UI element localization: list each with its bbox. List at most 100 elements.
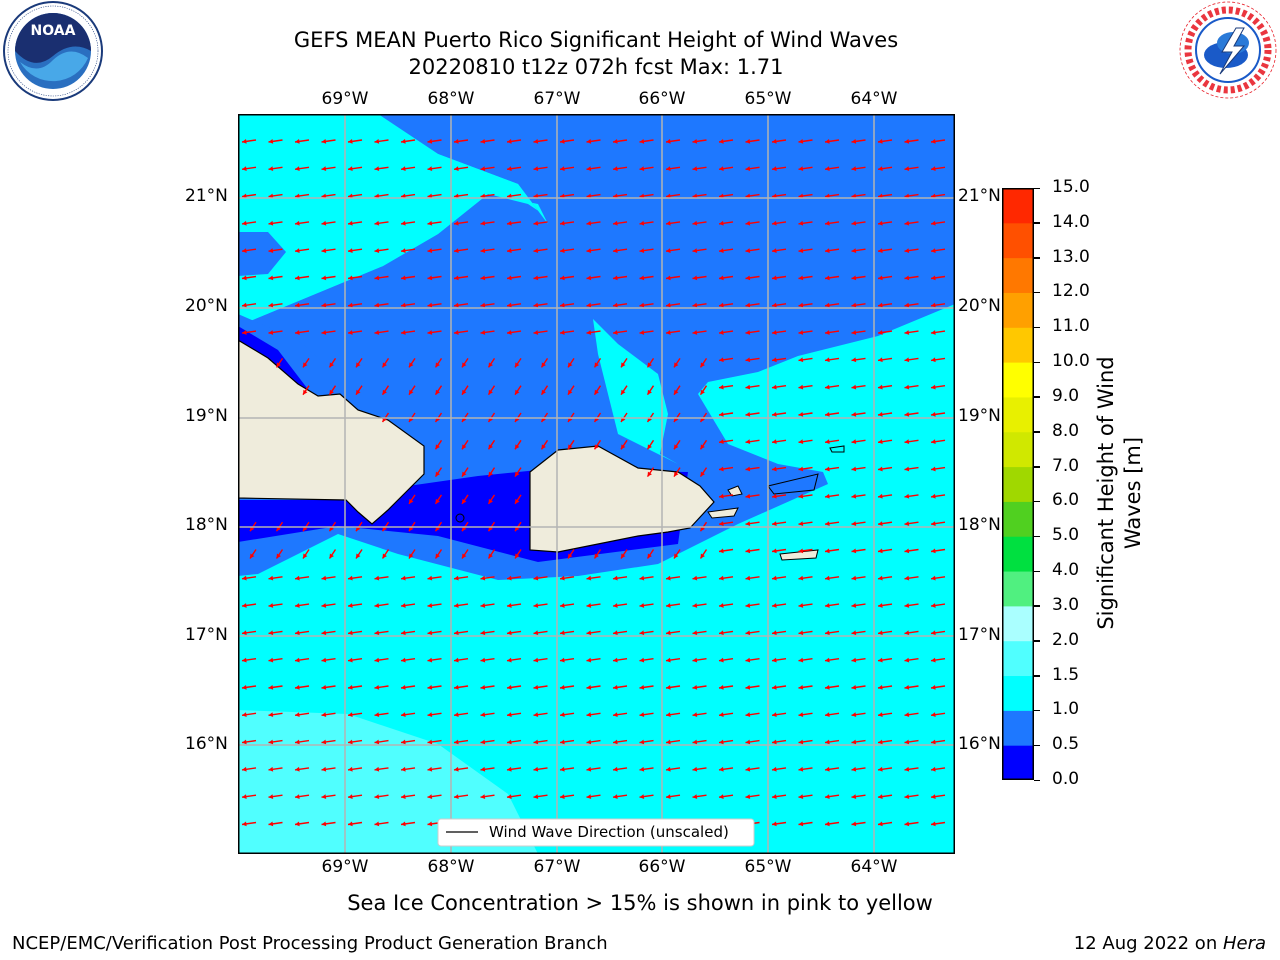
wind-wave-arrowhead xyxy=(745,739,751,745)
wind-wave-arrowhead xyxy=(348,220,353,226)
puerto-rico-land xyxy=(529,445,715,553)
wind-wave-arrowhead xyxy=(931,193,936,199)
wind-wave-arrowhead xyxy=(242,657,247,663)
lat-lon-grid xyxy=(238,114,955,854)
wind-wave-arrowhead xyxy=(692,248,698,253)
wind-wave-arrowhead xyxy=(348,657,353,663)
noaa-logo-text: NOAA xyxy=(31,23,76,39)
wind-wave-arrowhead xyxy=(931,548,936,554)
wind-wave-arrowhead xyxy=(242,275,247,281)
colorbar-tick xyxy=(1034,326,1040,329)
wind-wave-arrowhead xyxy=(568,389,573,395)
wind-wave-arrowhead xyxy=(541,389,546,395)
wind-wave-arrowhead xyxy=(268,685,274,690)
wind-wave-arrowhead xyxy=(533,657,539,663)
wind-wave-arrowhead xyxy=(700,553,705,559)
wind-wave-arrowhead xyxy=(719,630,724,636)
wind-wave-arrowhead xyxy=(435,498,440,504)
vieques-island xyxy=(707,507,739,519)
wind-wave-arrowhead xyxy=(329,553,334,559)
wind-wave-arrowhead xyxy=(276,553,281,559)
wind-wave-arrowhead xyxy=(904,357,910,363)
wind-wave-arrowhead xyxy=(692,794,698,799)
wind-wave-arrowhead xyxy=(507,766,512,772)
wind-wave-arrowhead xyxy=(798,275,804,281)
wind-wave-arrowhead xyxy=(825,466,830,472)
wind-wave-arrowhead xyxy=(798,439,804,445)
wind-wave-arrowhead xyxy=(533,193,539,199)
wind-wave-arrowhead xyxy=(878,657,883,663)
wind-wave-arrowhead xyxy=(745,493,751,499)
wind-wave-arrowhead xyxy=(904,603,910,608)
wind-wave-arrowhead xyxy=(825,794,830,799)
wind-wave-arrowhead xyxy=(666,712,671,718)
wind-wave-arrowhead xyxy=(772,439,777,445)
wind-wave-arrowhead xyxy=(480,139,486,144)
wind-wave-arrowhead xyxy=(533,739,539,745)
wind-wave-arrowhead xyxy=(825,330,830,335)
wind-wave-arrowhead xyxy=(639,575,645,581)
wind-wave-arrowhead xyxy=(242,630,247,636)
wind-wave-arrowhead xyxy=(568,444,573,450)
wind-wave-arrowhead xyxy=(772,302,777,308)
wind-wave-arrowhead xyxy=(692,166,698,172)
colorbar-tick-label: 4.0 xyxy=(1052,560,1080,581)
wind-wave-arrowhead xyxy=(666,166,671,172)
wind-wave-arrowhead xyxy=(454,766,459,772)
wind-wave-arrowhead xyxy=(878,384,883,390)
wind-wave-arrowhead xyxy=(303,389,308,395)
wind-wave-arrowhead xyxy=(798,630,804,636)
wind-wave-arrowhead xyxy=(719,248,724,253)
wind-wave-arrowhead xyxy=(639,248,645,253)
wind-wave-arrowhead xyxy=(719,384,724,390)
colorbar-swatch xyxy=(1002,605,1034,642)
wind-wave-arrowhead xyxy=(374,193,380,199)
wind-wave-arrowhead xyxy=(560,193,565,199)
wind-wave-arrowhead xyxy=(851,739,857,745)
colorbar-tick xyxy=(1034,570,1040,573)
wind-wave-arrowhead xyxy=(772,275,777,281)
map-panel: Wind Wave Direction (unscaled) xyxy=(237,114,955,854)
wind-wave-arrowhead xyxy=(409,498,414,504)
wind-wave-arrowhead xyxy=(295,139,300,144)
colorbar-swatch xyxy=(1002,536,1034,572)
wind-wave-arrowhead xyxy=(321,275,327,281)
colorbar-swatch xyxy=(1002,188,1034,224)
wind-wave-arrowhead xyxy=(295,794,300,799)
wind-wave-arrowhead xyxy=(639,330,645,335)
wind-wave-arrowhead xyxy=(533,166,539,172)
wind-wave-arrowhead xyxy=(745,630,751,636)
wind-wave-arrowhead xyxy=(321,739,327,745)
wind-wave-arrowhead xyxy=(462,471,467,477)
colorbar-tick xyxy=(1034,257,1040,259)
wind-wave-arrowhead xyxy=(507,685,512,690)
wind-wave-arrowhead xyxy=(639,220,645,226)
colorbar-tick-label: 12.0 xyxy=(1052,281,1090,302)
wind-wave-arrowhead xyxy=(374,330,380,335)
colorbar-swatch xyxy=(1002,431,1034,468)
wind-wave-arrowhead xyxy=(904,466,910,472)
wind-wave-arrowhead xyxy=(560,220,565,226)
wind-wave-arrowhead xyxy=(931,139,936,144)
wind-wave-arrowhead xyxy=(515,444,520,450)
generation-host: Hera xyxy=(1222,933,1266,954)
wind-wave-arrowhead xyxy=(798,794,804,799)
wind-wave-arrowhead xyxy=(904,330,910,335)
wind-wave-arrowhead xyxy=(904,548,910,554)
wind-wave-arrowhead xyxy=(931,794,936,799)
colorbar-swatch xyxy=(1002,571,1034,607)
wind-wave-arrowhead xyxy=(904,493,910,499)
wind-wave-arrowhead xyxy=(454,220,459,226)
wind-wave-arrowhead xyxy=(242,794,247,799)
wind-wave-arrowhead xyxy=(507,739,512,745)
wind-wave-arrowhead xyxy=(621,553,626,559)
wind-wave-arrowhead xyxy=(382,389,387,395)
wind-wave-arrowhead xyxy=(401,712,406,718)
wind-wave-arrowhead xyxy=(374,220,380,226)
wind-wave-arrowhead xyxy=(878,330,883,335)
wind-wave-arrowhead xyxy=(719,712,724,718)
wind-wave-arrowhead xyxy=(719,493,724,499)
wind-wave-arrowhead xyxy=(356,389,361,395)
wind-wave-arrowhead xyxy=(507,139,512,144)
wind-wave-arrowhead xyxy=(798,603,804,608)
